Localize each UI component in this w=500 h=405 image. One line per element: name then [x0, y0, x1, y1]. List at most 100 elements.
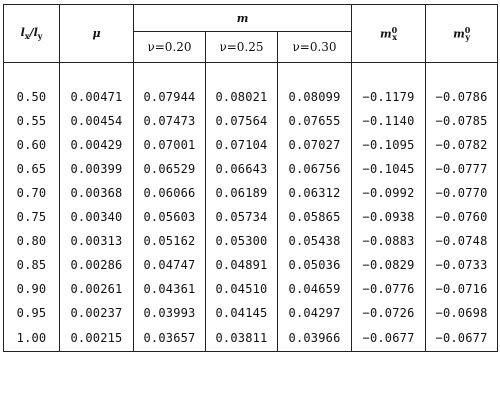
cell-m-nu-020: 0.03993 — [133, 301, 206, 325]
table-row: 0.65 0.00399 0.06529 0.06643 0.06756 −0.1045−… — [3, 157, 499, 181]
ratio-l1: l — [20, 25, 25, 39]
cell-my0: −0.0733 — [425, 253, 499, 277]
cell-my0: −0.0785 — [425, 109, 499, 133]
table-row: 0.70 0.00368 0.06066 0.06189 0.06312 −0.0992−… — [3, 181, 499, 205]
header-ratio: lx/ly — [3, 4, 60, 63]
cell-ratio: 0.70 — [3, 181, 60, 205]
cell-my0: −0.0698 — [425, 301, 499, 325]
cell-m-nu-025: 0.05734 — [205, 205, 278, 229]
cell-m-nu-030: 0.05036 — [276, 253, 353, 277]
coefficient-table-container: lx/ly μ m m0x m0y ν=0.20 ν=0.25 ν=0.30 — [3, 4, 499, 401]
mx0-sup: 0 — [391, 24, 398, 35]
cell-mx0: −0.0726 — [351, 301, 427, 325]
cell-m-nu-020: 0.07473 — [133, 109, 206, 133]
cell-mu: 0.00261 — [59, 277, 134, 301]
spacer-row — [3, 62, 499, 85]
cell-m-nu-020: 0.06066 — [133, 181, 206, 205]
cell-my0: −0.0770 — [425, 181, 499, 205]
cell-m-nu-030: 0.05865 — [276, 205, 353, 229]
cell-mx0: −0.1179 — [351, 85, 427, 109]
table-body: 0.50 0.00471 0.07944 0.08021 0.08099 −0.1179−… — [3, 62, 499, 352]
cell-mu: 0.00313 — [59, 229, 134, 253]
cell-m-nu-020: 0.07001 — [133, 133, 206, 157]
cell-ratio: 1.00 — [3, 325, 60, 352]
cell-ratio: 0.90 — [3, 277, 60, 301]
table-row: 1.00 0.00215 0.03657 0.03811 0.03966 −0.0677−… — [3, 325, 499, 352]
cell-m-nu-020: 0.04361 — [133, 277, 206, 301]
cell-m-nu-025: 0.06189 — [205, 181, 278, 205]
cell-mx0: −0.0992 — [351, 181, 427, 205]
cell-m-nu-030: 0.05438 — [276, 229, 353, 253]
cell-my0: −0.0760 — [425, 205, 499, 229]
cell-m-nu-020: 0.04747 — [133, 253, 206, 277]
cell-m-nu-030: 0.06756 — [276, 157, 353, 181]
cell-mx0: −0.0829 — [351, 253, 427, 277]
table-header: lx/ly μ m m0x m0y ν=0.20 ν=0.25 ν=0.30 — [3, 4, 499, 63]
cell-mu: 0.00340 — [59, 205, 134, 229]
cell-m-nu-025: 0.05300 — [205, 229, 278, 253]
cell-mu: 0.00454 — [59, 109, 134, 133]
cell-m-nu-030: 0.04297 — [276, 301, 353, 325]
cell-mx0: −0.0883 — [351, 229, 427, 253]
cell-ratio: 0.75 — [3, 205, 60, 229]
cell-m-nu-030: 0.08099 — [276, 85, 353, 109]
ratio-l2: /l — [29, 25, 38, 39]
cell-m-nu-025: 0.04145 — [205, 301, 278, 325]
header-my0: m0y — [425, 4, 499, 63]
spacer-cell — [3, 62, 60, 85]
table-row: 0.60 0.00429 0.07001 0.07104 0.07027 −0.1095−… — [3, 133, 499, 157]
coefficient-table: lx/ly μ m m0x m0y ν=0.20 ν=0.25 ν=0.30 — [3, 4, 499, 352]
spacer-cell — [351, 62, 427, 85]
table-row: 0.50 0.00471 0.07944 0.08021 0.08099 −0.1179−… — [3, 85, 499, 109]
cell-ratio: 0.65 — [3, 157, 60, 181]
cell-my0: −0.0782 — [425, 133, 499, 157]
cell-m-nu-020: 0.07944 — [133, 85, 206, 109]
table-row: 0.85 0.00286 0.04747 0.04891 0.05036 −0.0829−… — [3, 253, 499, 277]
cell-m-nu-025: 0.03811 — [205, 325, 278, 352]
cell-m-nu-030: 0.04659 — [276, 277, 353, 301]
cell-mu: 0.00368 — [59, 181, 134, 205]
cell-ratio: 0.85 — [3, 253, 60, 277]
cell-ratio: 0.95 — [3, 301, 60, 325]
mx0-base: m — [380, 27, 392, 41]
cell-my0: −0.0748 — [425, 229, 499, 253]
cell-m-nu-025: 0.04510 — [205, 277, 278, 301]
cell-mu: 0.00399 — [59, 157, 134, 181]
spacer-cell — [425, 62, 499, 85]
cell-m-nu-030: 0.07027 — [276, 133, 353, 157]
cell-ratio: 0.60 — [3, 133, 60, 157]
my0-sup: 0 — [464, 24, 471, 35]
cell-mx0: −0.0776 — [351, 277, 427, 301]
table-row: 0.80 0.00313 0.05162 0.05300 0.05438 −0.0883−… — [3, 229, 499, 253]
my0-sub: y — [465, 32, 470, 43]
my0-base: m — [453, 27, 465, 41]
cell-m-nu-030: 0.03966 — [276, 325, 353, 352]
spacer-cell — [59, 62, 134, 85]
cell-mu: 0.00215 — [59, 325, 134, 352]
cell-m-nu-020: 0.06529 — [133, 157, 206, 181]
cell-m-nu-025: 0.04891 — [205, 253, 278, 277]
spacer-cell — [205, 62, 278, 85]
cell-mu: 0.00237 — [59, 301, 134, 325]
ratio-sub-x: x — [24, 31, 30, 42]
cell-mx0: −0.1095 — [351, 133, 427, 157]
cell-my0: −0.0786 — [425, 85, 499, 109]
cell-ratio: 0.55 — [3, 109, 60, 133]
header-nu-025: ν=0.25 — [205, 31, 278, 63]
table-row: 0.55 0.00454 0.07473 0.07564 0.07655 −0.1140−… — [3, 109, 499, 133]
cell-m-nu-030: 0.06312 — [276, 181, 353, 205]
header-mu: μ — [59, 4, 134, 63]
cell-m-nu-025: 0.06643 — [205, 157, 278, 181]
cell-m-nu-020: 0.05162 — [133, 229, 206, 253]
cell-my0: −0.0777 — [425, 157, 499, 181]
cell-my0: −0.0716 — [425, 277, 499, 301]
table-row: 0.95 0.00237 0.03993 0.04145 0.04297 −0.0726−… — [3, 301, 499, 325]
cell-mx0: −0.1045 — [351, 157, 427, 181]
spacer-cell — [276, 62, 353, 85]
mu-symbol: μ — [92, 27, 101, 40]
cell-mx0: −0.0938 — [351, 205, 427, 229]
cell-m-nu-025: 0.07564 — [205, 109, 278, 133]
cell-mx0: −0.1140 — [351, 109, 427, 133]
cell-my0: −0.0677 — [425, 325, 499, 352]
header-nu-020: ν=0.20 — [133, 31, 206, 63]
